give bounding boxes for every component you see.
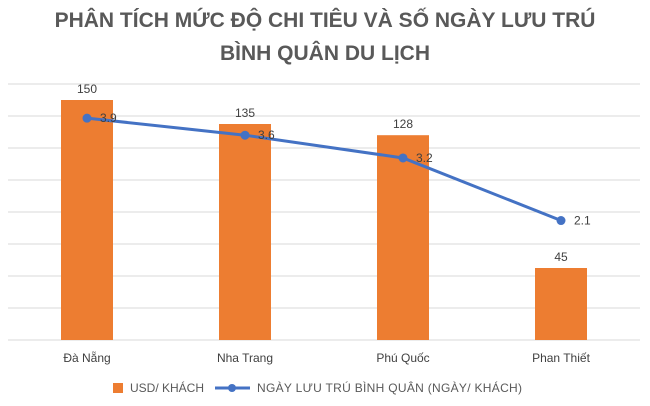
x-tick-label: Nha Trang	[217, 351, 273, 365]
x-axis-labels: Đà Nẵng Nha Trang Phú Quốc Phan Thiết	[63, 350, 590, 365]
x-tick-label: Phú Quốc	[376, 351, 429, 365]
bar	[535, 268, 587, 340]
legend-line-marker	[228, 384, 236, 392]
bar-value-labels: 150 135 128 45	[77, 82, 568, 264]
chart-title-line1: PHÂN TÍCH MỨC ĐỘ CHI TIÊU VÀ SỐ NGÀY LƯU…	[54, 9, 596, 32]
line-point	[82, 113, 92, 123]
x-tick-label: Đà Nẵng	[63, 350, 110, 365]
bar-series	[61, 100, 587, 340]
line-series	[82, 113, 566, 226]
legend-bar-swatch	[113, 383, 123, 393]
bar-value-label: 45	[554, 250, 568, 264]
bar	[61, 100, 113, 340]
line-value-labels: 3.9 3.6 3.2 2.1	[100, 111, 591, 227]
legend-line-label: NGÀY LƯU TRÚ BÌNH QUÂN (NGÀY/ KHÁCH)	[257, 380, 522, 395]
chart-title-line2: BÌNH QUÂN DU LỊCH	[220, 42, 430, 65]
line-point	[240, 130, 250, 140]
legend-bar-label: USD/ KHÁCH	[130, 380, 204, 395]
bar-value-label: 135	[235, 106, 255, 120]
bar-value-label: 128	[393, 117, 413, 131]
line-value-label: 3.2	[416, 151, 433, 165]
line-value-label: 3.9	[100, 111, 117, 125]
line-point	[556, 216, 566, 226]
bar-value-label: 150	[77, 82, 97, 96]
line-value-label: 2.1	[574, 214, 591, 228]
line-value-label: 3.6	[258, 128, 275, 142]
bar	[377, 135, 429, 340]
x-tick-label: Phan Thiết	[532, 351, 590, 365]
chart-title: PHÂN TÍCH MỨC ĐỘ CHI TIÊU VÀ SỐ NGÀY LƯU…	[0, 4, 650, 70]
bar	[219, 124, 271, 340]
legend: USD/ KHÁCH NGÀY LƯU TRÚ BÌNH QUÂN (NGÀY/…	[113, 380, 522, 395]
series-line	[86, 116, 562, 222]
line-point	[398, 153, 408, 163]
